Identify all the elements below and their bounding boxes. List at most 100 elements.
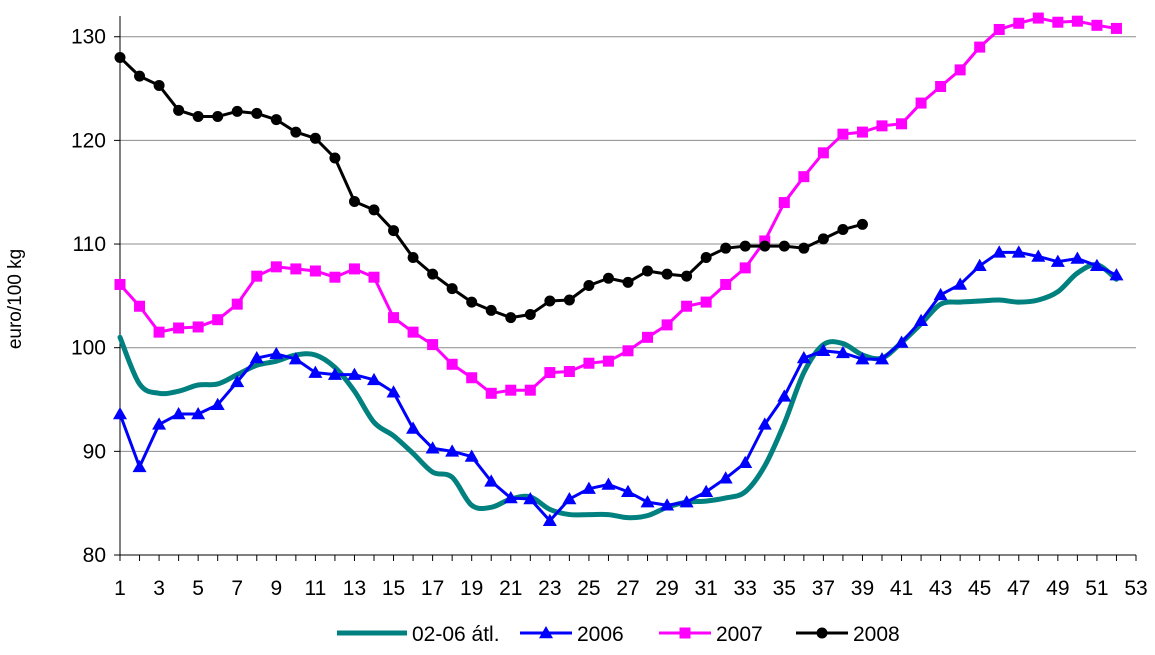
data-point: [427, 339, 439, 351]
series-3: [114, 12, 1122, 399]
series-line: [117, 262, 1119, 521]
axes: [114, 16, 1137, 561]
data-point: [290, 126, 302, 138]
data-point: [914, 313, 929, 326]
data-point: [1032, 12, 1044, 24]
legend-marker: [679, 627, 691, 639]
data-point: [583, 357, 595, 369]
data-point: [290, 263, 302, 275]
data-point: [524, 384, 536, 396]
data-point: [288, 352, 303, 365]
x-tick-label: 37: [812, 577, 835, 600]
data-point: [700, 296, 712, 308]
x-tick-label: 25: [577, 577, 600, 600]
y-tick-label: 100: [71, 337, 106, 360]
x-tick-label: 7: [231, 577, 243, 600]
data-point: [485, 387, 497, 399]
x-tick-label: 41: [890, 577, 913, 600]
data-point: [445, 444, 460, 457]
data-point: [523, 492, 538, 505]
data-point: [720, 278, 732, 290]
data-point: [1011, 245, 1026, 258]
legend-marker: [539, 626, 553, 639]
series-line: [118, 250, 1118, 523]
data-point: [622, 276, 634, 288]
data-point: [738, 455, 753, 468]
data-point: [974, 41, 986, 53]
data-point: [425, 441, 440, 454]
data-point: [212, 314, 224, 326]
y-axis-title: euro/100 kg: [5, 249, 26, 349]
data-point: [113, 407, 127, 420]
data-point: [562, 492, 577, 505]
data-point: [464, 449, 479, 462]
x-tick-label: 17: [421, 577, 444, 600]
data-point: [388, 225, 400, 237]
data-point: [739, 262, 751, 274]
x-tick-label: 21: [499, 577, 522, 600]
data-point: [309, 132, 321, 144]
data-point: [192, 321, 204, 333]
data-point: [1013, 17, 1025, 29]
data-point: [251, 107, 263, 119]
data-point: [757, 417, 772, 430]
data-point: [542, 513, 557, 527]
data-point: [407, 326, 419, 338]
data-point: [231, 105, 243, 117]
data-point: [681, 270, 693, 282]
data-point: [192, 111, 204, 123]
data-point: [153, 79, 165, 91]
data-point: [1110, 22, 1122, 34]
data-point: [856, 126, 868, 138]
series-4: [114, 51, 868, 324]
x-tick-label: 3: [153, 577, 165, 600]
data-point: [270, 114, 282, 126]
data-point: [777, 389, 792, 402]
data-point: [622, 345, 634, 357]
y-tick-label: 90: [83, 440, 106, 463]
data-point: [681, 300, 693, 312]
legend-label: 2007: [716, 623, 763, 646]
data-point: [855, 352, 870, 365]
data-point: [739, 240, 751, 252]
x-tick-label: 47: [1007, 577, 1030, 600]
legend-marker: [816, 627, 828, 639]
data-point: [114, 51, 126, 63]
data-point: [347, 367, 362, 380]
data-point: [269, 346, 284, 360]
data-point: [171, 407, 186, 420]
data-point: [875, 352, 889, 365]
data-point: [1109, 268, 1124, 281]
data-point: [679, 495, 694, 508]
x-tick-label: 29: [655, 577, 678, 600]
data-point: [720, 242, 732, 254]
data-point: [856, 218, 868, 230]
data-point: [270, 261, 282, 273]
x-tick-label: 15: [382, 577, 405, 600]
data-point: [816, 343, 831, 357]
x-tick-label: 35: [773, 577, 796, 600]
data-point: [309, 265, 321, 277]
series-2: [113, 245, 1124, 527]
legend-label: 2008: [853, 623, 900, 646]
data-point: [1031, 249, 1046, 262]
data-point: [837, 128, 849, 140]
data-point: [388, 312, 400, 324]
data-point: [348, 196, 360, 208]
data-point: [876, 120, 888, 132]
data-point: [601, 477, 616, 490]
legend-label: 2006: [577, 623, 624, 646]
data-point: [368, 271, 380, 283]
data-point: [837, 224, 849, 236]
data-point: [446, 358, 458, 370]
data-point: [308, 365, 323, 378]
data-point: [954, 64, 966, 76]
data-point: [466, 372, 478, 384]
x-tick-label: 19: [460, 577, 483, 600]
data-point: [915, 97, 927, 109]
series-1: [117, 262, 1119, 521]
data-point: [661, 319, 673, 331]
data-point: [367, 372, 381, 386]
series-group: [113, 12, 1124, 527]
